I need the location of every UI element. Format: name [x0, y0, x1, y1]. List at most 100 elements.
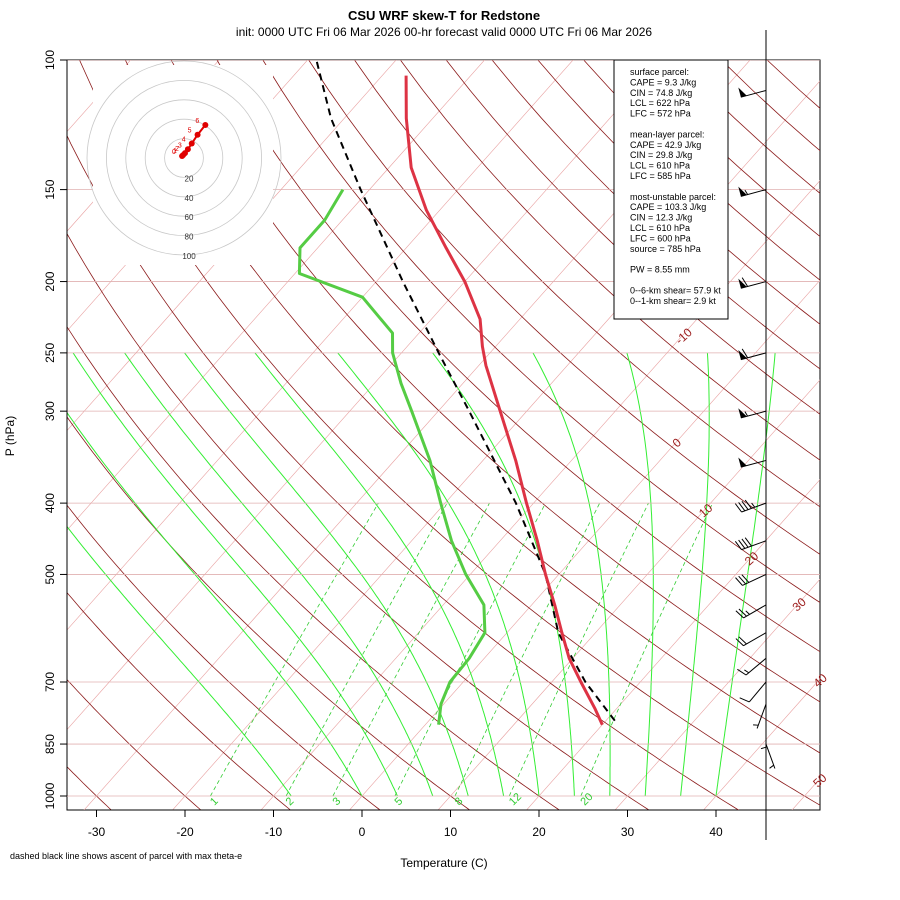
x-tick-label: 40 [709, 825, 723, 839]
sounding-profiles [297, 60, 616, 726]
wind-barb-staff [740, 89, 767, 98]
hodograph-ring-label: 100 [182, 252, 196, 261]
panel-text: surface parcel: CAPE = 9.3 J/kg CIN = 74.8… [630, 67, 721, 306]
hodograph-point [202, 122, 209, 129]
dewpoint-profile-line [297, 188, 487, 725]
wind-barb [735, 573, 767, 586]
parcel-ascent-line [315, 60, 616, 722]
moist-adiabat-line [72, 352, 398, 797]
panel-line: 0--1-km shear= 2.9 kt [630, 296, 716, 306]
isotherm-line [526, 479, 820, 810]
panel-line: LFC = 572 hPa [630, 109, 691, 119]
wind-barb-staff [748, 681, 767, 703]
wind-barb-full [737, 668, 747, 676]
hodograph-point-label: 2 [175, 146, 179, 153]
moist-adiabat-line [715, 352, 776, 797]
wind-barb-full [738, 636, 747, 645]
x-tick-label: 30 [621, 825, 635, 839]
isotherm-label: 50 [810, 771, 830, 791]
hodograph-ring-label: 40 [185, 194, 194, 203]
hodograph-point-label: 3 [178, 142, 182, 149]
isotherm-line [349, 279, 820, 810]
hodograph-point-label: 1 [173, 148, 177, 155]
panel-line: LFC = 600 hPa [630, 233, 691, 243]
wind-barb [738, 348, 767, 361]
moist-adiabat-line [124, 352, 434, 797]
wind-barb-full [734, 540, 742, 550]
wind-barb-flag [738, 186, 747, 197]
wind-barb-full [738, 575, 746, 585]
x-tick-label: 10 [444, 825, 458, 839]
wind-barb-half [744, 669, 750, 674]
wind-barb-flag [738, 349, 747, 360]
moist-adiabat-line [184, 352, 469, 797]
panel-line: source = 785 hPa [630, 244, 701, 254]
isotherm-line [703, 678, 820, 810]
wind-barb-staff [765, 743, 776, 769]
wind-barb [738, 87, 767, 98]
isotherm-line [172, 80, 820, 810]
hodograph-ring [164, 138, 204, 178]
hodograph-point [194, 131, 201, 138]
y-tick-label: 200 [43, 271, 57, 291]
wind-barb-full [744, 499, 752, 509]
x-tick-label: 0 [359, 825, 366, 839]
wind-barb-full [738, 502, 746, 512]
wind-barb-full [738, 608, 747, 617]
wind-barb-full [741, 348, 749, 359]
y-tick-label: 400 [43, 493, 57, 513]
mixing-ratio-line [580, 502, 713, 797]
isotherm-line [67, 60, 574, 631]
wind-barb [734, 499, 767, 513]
wind-barb-half [751, 502, 756, 508]
parcel-stats-panel: surface parcel: CAPE = 9.3 J/kg CIN = 74.8… [613, 59, 729, 320]
wind-barb-full [735, 577, 743, 586]
hodograph-point [188, 140, 195, 147]
isotherm-label: 10 [696, 501, 716, 521]
wind-barb-staff [740, 281, 767, 289]
y-tick-label: 500 [43, 564, 57, 584]
mixing-ratio-labels: 1 2 3 5 8 12 20 [208, 791, 596, 808]
moist-adiabat-line [67, 411, 363, 797]
x-tick-label: -30 [88, 825, 106, 839]
pressure-axis: 100 150 200 250 300 400 500 700 850 1000 [43, 50, 68, 809]
wind-barb [735, 632, 767, 647]
dry-adiabat-line [67, 592, 292, 810]
x-tick-label: 20 [532, 825, 546, 839]
mixing-ratio-label: 12 [507, 791, 524, 808]
wind-barb-full [741, 277, 749, 287]
wind-barb-full [741, 574, 750, 583]
mixing-ratio-line [508, 502, 649, 797]
isotherm-line [260, 180, 820, 810]
wind-barb-staff [740, 189, 767, 197]
panel-line: LFC = 585 hPa [630, 171, 691, 181]
isotherm-label: 40 [811, 671, 831, 691]
chart-subtitle: init: 0000 UTC Fri 06 Mar 2026 00-hr for… [236, 25, 653, 39]
panel-line: surface parcel: [630, 67, 689, 77]
wind-barb-full [739, 697, 750, 703]
dry-adiabat-line [67, 678, 202, 810]
y-tick-label: 150 [43, 179, 57, 199]
wind-barb-full [741, 538, 749, 548]
wind-barb-half [744, 189, 749, 195]
wind-barb-staff [740, 410, 767, 419]
mixing-ratio-label: 8 [453, 795, 466, 808]
wind-barb [734, 537, 767, 551]
dry-adiabat-line [67, 416, 471, 810]
panel-line: CIN = 12.3 J/kg [630, 213, 692, 223]
dry-adiabat-line [216, 60, 820, 653]
moist-adiabat-line [680, 352, 710, 797]
hodograph-ring-label: 80 [185, 233, 194, 242]
wind-barb [738, 277, 767, 289]
isotherm-line [67, 60, 485, 531]
panel-line: CAPE = 9.3 J/kg [630, 77, 696, 87]
panel-line: CIN = 29.8 J/kg [630, 150, 692, 160]
wind-barb-staff [756, 703, 767, 729]
mixing-ratio-label: 5 [393, 795, 406, 808]
mixing-ratio-line [394, 502, 546, 797]
y-tick-label: 100 [43, 50, 57, 70]
chart-title: CSU WRF skew-T for Redstone [348, 8, 540, 23]
wind-barb [739, 681, 767, 703]
